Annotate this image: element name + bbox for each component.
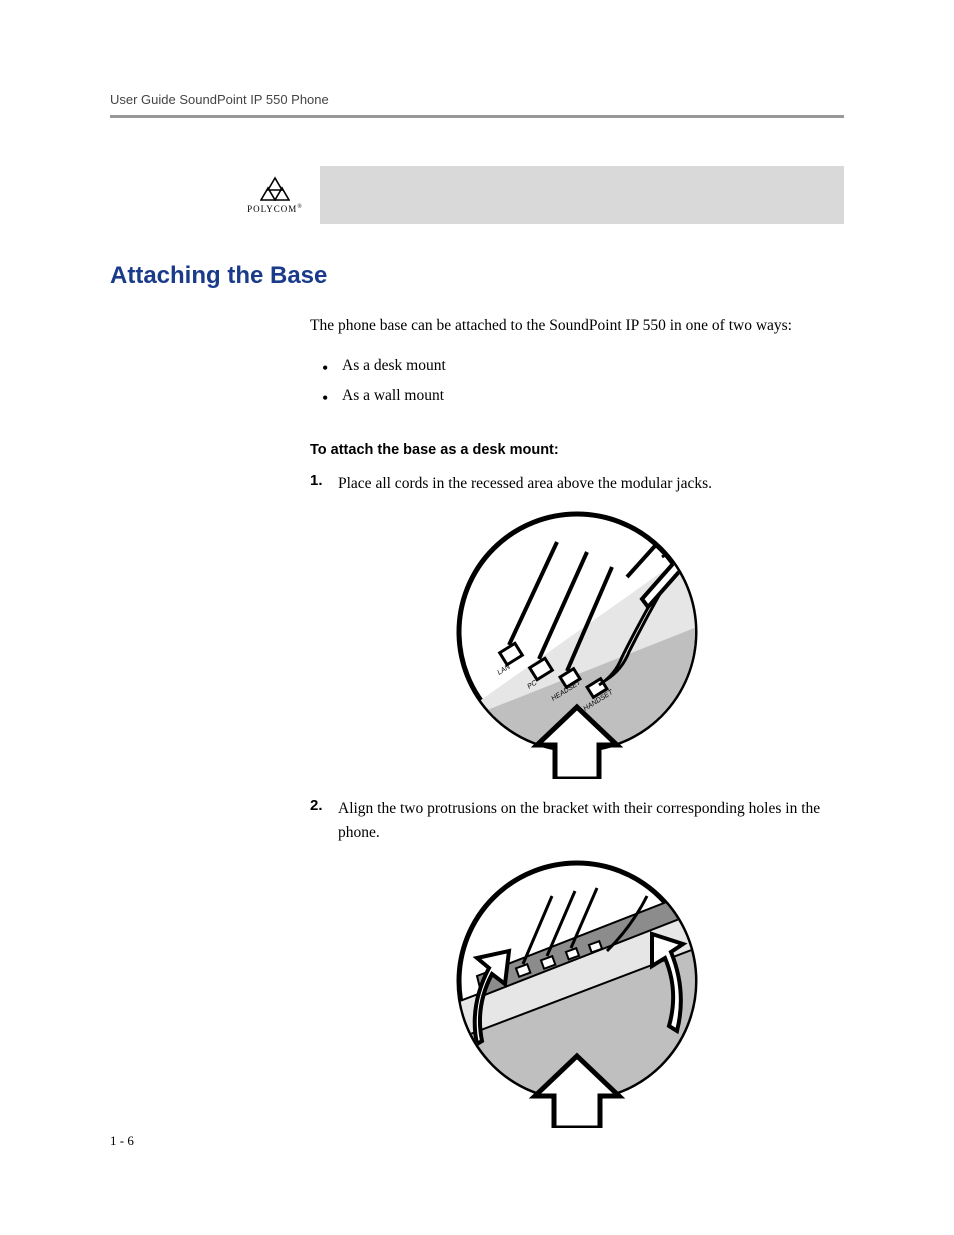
mount-options-list: As a desk mount As a wall mount xyxy=(310,351,844,410)
figure-2 xyxy=(310,856,844,1128)
page-number: 1 - 6 xyxy=(110,1133,134,1149)
step-number: 1. xyxy=(310,472,338,495)
list-item: As a wall mount xyxy=(310,381,844,410)
header-rule xyxy=(110,115,844,118)
intro-paragraph: The phone base can be attached to the So… xyxy=(310,314,844,337)
step-2: 2. Align the two protrusions on the brac… xyxy=(310,797,844,844)
cords-diagram-icon: LAN PC HEADSET HANDSET xyxy=(447,507,707,779)
step-text: Place all cords in the recessed area abo… xyxy=(338,472,712,495)
title-grey-bar xyxy=(320,166,844,224)
step-1: 1. Place all cords in the recessed area … xyxy=(310,472,844,495)
section-title: Attaching the Base xyxy=(110,262,844,290)
step-text: Align the two protrusions on the bracket… xyxy=(338,797,844,844)
bracket-diagram-icon xyxy=(447,856,707,1128)
polycom-logo: POLYCOM® xyxy=(230,166,320,224)
step-number: 2. xyxy=(310,797,338,844)
figure-1: LAN PC HEADSET HANDSET xyxy=(310,507,844,779)
list-item: As a desk mount xyxy=(310,351,844,380)
desk-mount-heading: To attach the base as a desk mount: xyxy=(310,442,844,458)
polycom-logo-icon xyxy=(260,176,290,202)
polycom-wordmark: POLYCOM® xyxy=(247,204,303,214)
logo-row: POLYCOM® xyxy=(230,166,844,224)
running-head: User Guide SoundPoint IP 550 Phone xyxy=(110,92,844,107)
content-column: The phone base can be attached to the So… xyxy=(310,314,844,1128)
